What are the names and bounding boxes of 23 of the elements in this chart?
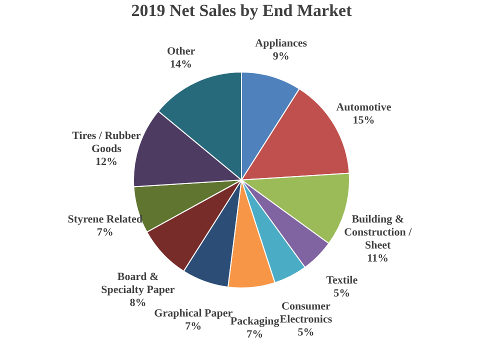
data-label: 7%	[246, 328, 264, 340]
slice-label: Building & Construction / Sheet	[344, 214, 413, 252]
data-label: 12%	[95, 156, 118, 168]
slice-label: Styrene Related	[68, 214, 142, 226]
slice-label: Board & Specialty Paper	[101, 271, 175, 296]
slice-label: Other	[166, 46, 196, 58]
slice-label: Tires / Rubber Goods	[72, 130, 141, 156]
data-label: 11%	[367, 252, 389, 265]
slice-label: Consumer Electronics	[280, 300, 333, 326]
data-label: 8%	[130, 297, 146, 310]
slice-label: Appliances	[255, 38, 308, 50]
data-label: 15%	[352, 114, 375, 127]
slice-label: Graphical Paper	[154, 308, 233, 320]
slice-label: Automotive	[336, 102, 392, 114]
data-label: 9%	[272, 50, 290, 63]
slice-label: Packaging	[230, 315, 280, 328]
chart-title: 2019 Net Sales by End Market	[131, 1, 352, 20]
data-label: 7%	[96, 226, 114, 239]
data-label: 14%	[170, 58, 192, 71]
data-label: 7%	[185, 320, 202, 333]
data-label: 5%	[298, 326, 314, 339]
slice-label: Textile	[326, 274, 358, 286]
data-label: 5%	[334, 287, 350, 300]
